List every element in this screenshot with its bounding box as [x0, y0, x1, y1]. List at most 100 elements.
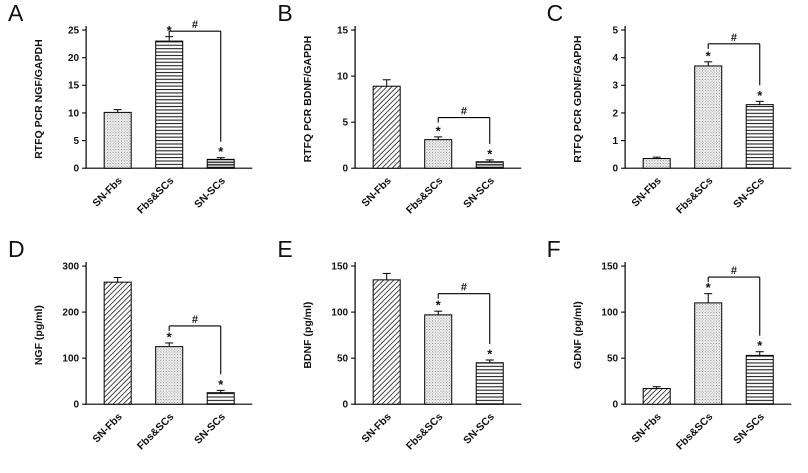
y-axis-title: NGF (pg/ml) — [33, 305, 45, 365]
bar-Fbs&SCs — [693, 302, 722, 406]
x-category-label: SN-Fbs — [629, 175, 664, 210]
bar-SN-SCs — [206, 158, 235, 169]
comparison-label: # — [192, 19, 198, 31]
y-tick-label: 10 — [68, 108, 80, 119]
y-tick-label: 10 — [337, 72, 349, 83]
x-category-label: Fbs&SCs — [674, 411, 716, 453]
y-tick-label: 100 — [601, 308, 618, 319]
y-tick-label: 0 — [343, 164, 349, 175]
bar-chart-elisa-bdnf: 0 50 100 150 BDNF (pg/ml) SN-Fbs * Fbs&SCs * SN-S… — [302, 262, 522, 453]
panel-d: D 0 100 200 300 NGF (pg/ml) SN-Fbs * Fbs&SCs * SN… — [0, 236, 269, 472]
y-tick-label: 1 — [612, 136, 618, 147]
y-tick-label: 0 — [74, 400, 80, 411]
panel-label-d: D — [8, 236, 25, 263]
comparison-label: # — [461, 106, 467, 118]
x-category-label: SN-Fbs — [90, 175, 125, 210]
y-tick-label: 15 — [337, 25, 349, 36]
bar-SN-SCs — [745, 104, 774, 169]
panel-e: E 0 50 100 150 BDNF (pg/ml) SN-Fbs * Fbs&SCs * SN… — [269, 236, 538, 472]
x-category-label: SN-Fbs — [360, 175, 395, 210]
y-tick-label: 0 — [74, 164, 80, 175]
bar-Fbs&SCs — [424, 314, 453, 406]
y-axis-title: RTFQ PCR NGF/GAPDH — [33, 39, 45, 159]
x-category-label: SN-SCs — [461, 411, 497, 447]
bar-Fbs&SCs — [424, 139, 453, 169]
y-tick-label: 5 — [612, 25, 618, 36]
x-category-label: SN-Fbs — [629, 411, 664, 446]
comparison-label: # — [461, 282, 467, 294]
x-category-label: Fbs&SCs — [674, 175, 716, 217]
bar-SN-SCs — [476, 161, 505, 169]
bar-chart-pcr-bdnf: 0 5 10 15 RTFQ PCR BDNF/GAPDH SN-Fbs * Fbs&SCs *… — [302, 25, 522, 217]
significance-star: * — [436, 123, 442, 138]
y-tick-label: 25 — [68, 25, 80, 36]
comparison-label: # — [731, 32, 737, 44]
bar-chart-elisa-ngf: 0 100 200 300 NGF (pg/ml) SN-Fbs * Fbs&SCs * SN-S… — [33, 262, 253, 453]
x-category-label: SN-SCs — [461, 175, 497, 211]
bar-SN-Fbs — [103, 111, 132, 169]
bar-Fbs&SCs — [155, 346, 184, 406]
y-tick-label: 0 — [343, 400, 349, 411]
x-category-label: SN-Fbs — [90, 411, 125, 446]
y-axis-title: BDNF (pg/ml) — [302, 302, 314, 369]
bar-SN-Fbs — [372, 279, 402, 406]
y-tick-label: 5 — [74, 136, 80, 147]
y-tick-label: 15 — [68, 81, 80, 92]
x-category-label: SN-SCs — [192, 175, 228, 211]
x-category-label: Fbs&SCs — [404, 175, 446, 217]
x-category-label: Fbs&SCs — [135, 175, 177, 217]
x-category-label: SN-SCs — [731, 411, 767, 447]
y-tick-label: 100 — [332, 308, 349, 319]
significance-star: * — [757, 88, 763, 103]
y-tick-label: 4 — [612, 53, 618, 64]
y-tick-label: 0 — [612, 164, 618, 175]
x-category-label: SN-SCs — [192, 411, 228, 447]
significance-star: * — [218, 144, 224, 159]
panel-c: C 0 1 2 3 4 5 RTFQ PCR GDNF/GAPDH SN-Fbs * Fbs&SC… — [539, 0, 808, 236]
significance-star: * — [488, 347, 494, 362]
significance-star: * — [218, 377, 224, 392]
bar-SN-SCs — [476, 362, 505, 406]
bar-chart-pcr-ngf: 0 5 10 15 20 25 RTFQ PCR NGF/GAPDH SN-Fbs * Fbs&S… — [33, 19, 253, 217]
y-tick-label: 50 — [337, 354, 349, 365]
y-tick-label: 150 — [601, 262, 618, 273]
bar-chart-pcr-gdnf: 0 1 2 3 4 5 RTFQ PCR GDNF/GAPDH SN-Fbs * Fbs&SCs *… — [572, 25, 791, 217]
bar-SN-SCs — [206, 392, 235, 406]
significance-star: * — [167, 330, 173, 345]
panel-label-f: F — [546, 236, 561, 263]
x-category-label: Fbs&SCs — [135, 411, 177, 453]
comparison-label: # — [731, 265, 737, 277]
y-tick-label: 300 — [62, 262, 79, 273]
bar-SN-Fbs — [103, 281, 132, 406]
significance-star: * — [488, 146, 494, 161]
bar-SN-Fbs — [642, 388, 671, 406]
panel-label-c: C — [546, 0, 564, 26]
panel-label-b: B — [277, 0, 293, 26]
bar-SN-Fbs — [372, 85, 402, 169]
y-tick-label: 5 — [343, 118, 349, 129]
panel-a: A 0 5 10 15 20 25 RTFQ PCR NGF/GAPDH SN-Fbs * Fbs… — [0, 0, 269, 236]
x-category-label: SN-SCs — [731, 175, 767, 211]
y-tick-label: 50 — [607, 354, 619, 365]
comparison-label: # — [192, 314, 198, 326]
y-tick-label: 100 — [62, 354, 79, 365]
bar-SN-SCs — [745, 355, 774, 406]
significance-star: * — [705, 280, 711, 295]
panel-label-a: A — [8, 0, 24, 26]
panel-f: F 0 50 100 150 GDNF (pg/ml) SN-Fbs * Fbs&SCs * SN… — [539, 236, 808, 472]
y-axis-title: RTFQ PCR GDNF/GAPDH — [572, 36, 584, 163]
significance-star: * — [757, 339, 763, 354]
x-category-label: Fbs&SCs — [404, 411, 446, 453]
y-tick-label: 20 — [68, 53, 80, 64]
y-tick-label: 2 — [612, 108, 618, 119]
y-axis-title: RTFQ PCR BDNF/GAPDH — [302, 36, 314, 163]
bar-Fbs&SCs — [693, 65, 722, 169]
bar-SN-Fbs — [642, 158, 671, 169]
y-tick-label: 3 — [612, 81, 618, 92]
panel-label-e: E — [277, 236, 293, 263]
y-tick-label: 0 — [612, 400, 618, 411]
significance-star: * — [705, 48, 711, 63]
y-tick-label: 200 — [62, 308, 79, 319]
x-category-label: SN-Fbs — [360, 411, 395, 446]
